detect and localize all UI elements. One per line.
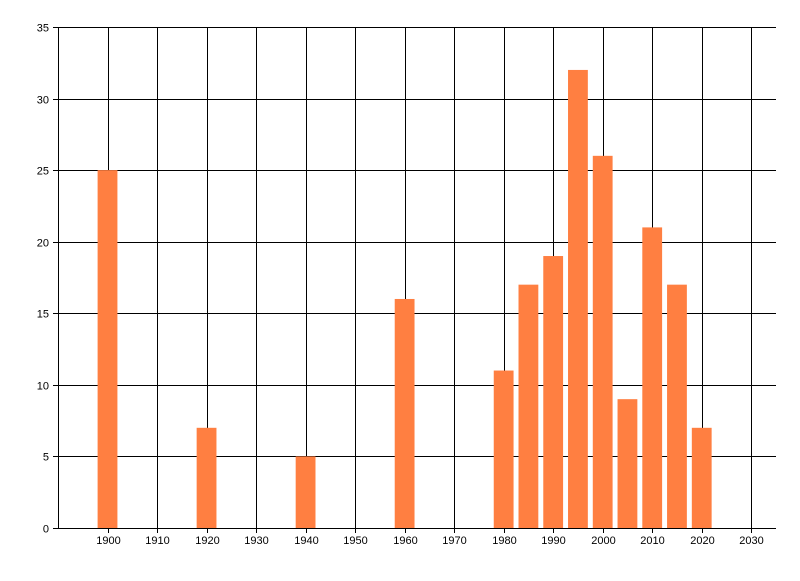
x-tick-label: 2010 — [640, 535, 664, 547]
x-tick-label: 1970 — [442, 535, 466, 547]
bar-1990 — [543, 256, 564, 528]
x-tick-label: 2020 — [690, 535, 714, 547]
x-tick-label: 1980 — [492, 535, 516, 547]
bar-1995 — [568, 69, 588, 528]
bar-2015 — [667, 284, 687, 528]
y-tick-label: 25 — [37, 166, 49, 178]
bar-2020 — [691, 427, 712, 528]
y-tick-label: 15 — [37, 309, 49, 321]
tick-labels: 0 5 10 15 20 25 30 35 1900 1910 1920 1930 1940 1950 19… — [37, 23, 764, 548]
bar-2000 — [592, 155, 613, 528]
y-tick-label: 35 — [37, 23, 49, 35]
bar-2005 — [617, 399, 638, 528]
x-tick-label: 2000 — [591, 535, 615, 547]
x-tick-label: 2030 — [739, 535, 763, 547]
x-tick-label: 1920 — [195, 535, 219, 547]
x-tick-label: 1900 — [96, 535, 120, 547]
y-tick-label: 0 — [43, 524, 49, 536]
y-tick-label: 30 — [37, 95, 49, 107]
bar-1920 — [196, 427, 217, 528]
axes — [53, 27, 776, 533]
bar-1985 — [518, 284, 539, 528]
x-tick-label: 1940 — [294, 535, 318, 547]
y-tick-label: 5 — [43, 452, 49, 464]
y-tick-label: 10 — [37, 381, 49, 393]
y-tick-label: 20 — [37, 238, 49, 250]
bar-1960 — [394, 298, 415, 528]
bars — [97, 69, 712, 528]
x-tick-label: 1910 — [145, 535, 169, 547]
x-tick-label: 1930 — [244, 535, 268, 547]
x-tick-label: 1960 — [393, 535, 417, 547]
bar-2010 — [642, 227, 663, 528]
x-tick-label: 1990 — [541, 535, 565, 547]
x-tick-label: 1950 — [343, 535, 367, 547]
bar-1980 — [493, 370, 514, 528]
bar-1900 — [97, 170, 118, 528]
bar-1940 — [295, 456, 316, 528]
